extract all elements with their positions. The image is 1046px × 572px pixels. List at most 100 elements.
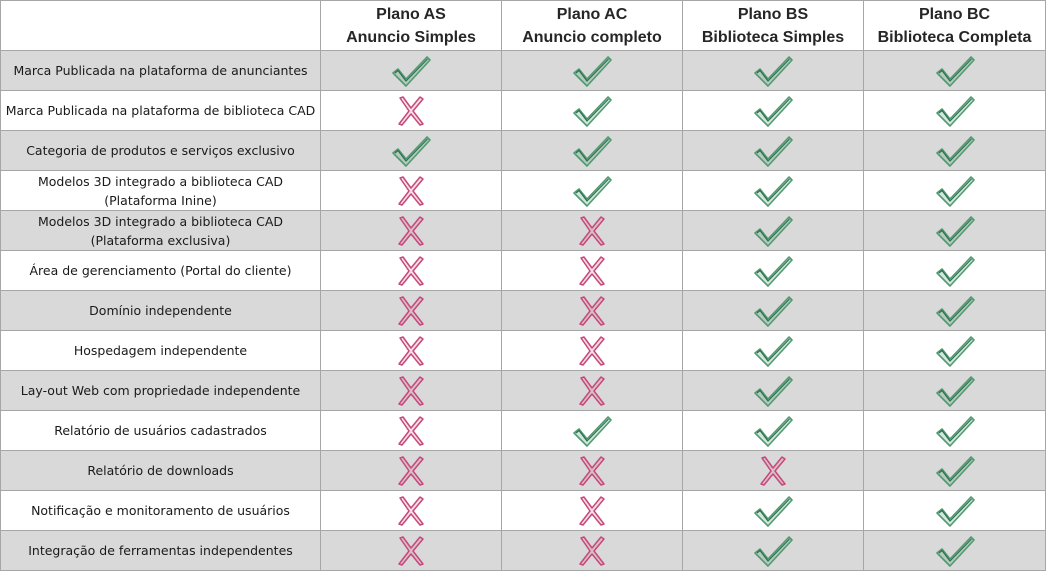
- check-icon: [571, 134, 613, 168]
- table-row: Categoria de produtos e serviços exclusi…: [0, 130, 1046, 171]
- plan-cell: [320, 450, 502, 491]
- plan-cell: [320, 50, 502, 91]
- check-icon: [752, 54, 794, 88]
- cross-icon: [390, 214, 432, 248]
- feature-label: Domínio independente: [89, 303, 232, 318]
- feature-cell: Lay-out Web com propriedade independente: [0, 370, 321, 411]
- header-corner-cell: [0, 0, 321, 51]
- check-icon: [934, 174, 976, 208]
- check-icon: [752, 94, 794, 128]
- plan-cell: [682, 50, 864, 91]
- plan-subtitle: Biblioteca Completa: [877, 28, 1032, 46]
- cross-icon: [571, 534, 613, 568]
- feature-cell: Relatório de usuários cadastrados: [0, 410, 321, 451]
- plan-cell: [682, 530, 864, 571]
- cross-icon: [571, 254, 613, 288]
- plan-cell: [501, 50, 683, 91]
- plan-cell: [682, 90, 864, 131]
- feature-cell: Modelos 3D integrado a biblioteca CAD (Pl…: [0, 210, 321, 251]
- plan-cell: [320, 130, 502, 171]
- check-icon: [752, 134, 794, 168]
- feature-label: Categoria de produtos e serviços exclusi…: [26, 143, 295, 158]
- plan-cell: [863, 90, 1046, 131]
- check-icon: [752, 534, 794, 568]
- plan-cell: [501, 370, 683, 411]
- check-icon: [752, 334, 794, 368]
- table-row: Hospedagem independente: [0, 330, 1046, 371]
- plan-cell: [682, 490, 864, 531]
- cross-icon: [571, 374, 613, 408]
- plan-cell: [863, 210, 1046, 251]
- feature-cell: Categoria de produtos e serviços exclusi…: [0, 130, 321, 171]
- check-icon: [752, 214, 794, 248]
- plan-name: Plano AC: [556, 5, 628, 23]
- check-icon: [752, 254, 794, 288]
- plan-subtitle: Biblioteca Simples: [701, 28, 845, 46]
- feature-label: Marca Publicada na plataforma de anuncia…: [13, 63, 308, 78]
- table-row: Marca Publicada na plataforma de bibliot…: [0, 90, 1046, 131]
- table-row: Relatório de downloads: [0, 450, 1046, 491]
- cross-icon: [390, 454, 432, 488]
- cross-icon: [390, 534, 432, 568]
- feature-cell: Integração de ferramentas independentes: [0, 530, 321, 571]
- feature-label: Modelos 3D integrado a biblioteca CAD: [37, 213, 284, 229]
- feature-cell: Relatório de downloads: [0, 450, 321, 491]
- check-icon: [752, 494, 794, 528]
- cross-icon: [390, 334, 432, 368]
- plan-header-ac: Plano AC Anuncio completo: [501, 0, 683, 51]
- plan-cell: [501, 170, 683, 211]
- table-row: Notificação e monitoramento de usuários: [0, 490, 1046, 531]
- plan-cell: [863, 370, 1046, 411]
- plan-cell: [320, 210, 502, 251]
- cross-icon: [390, 374, 432, 408]
- plan-cell: [682, 250, 864, 291]
- plan-cell: [863, 530, 1046, 571]
- plan-cell: [501, 410, 683, 451]
- plan-name: Plano BC: [918, 5, 991, 23]
- check-icon: [934, 334, 976, 368]
- cross-icon: [390, 94, 432, 128]
- cross-icon: [390, 174, 432, 208]
- plan-cell: [863, 250, 1046, 291]
- plan-cell: [501, 130, 683, 171]
- plan-cell: [863, 490, 1046, 531]
- plan-cell: [682, 130, 864, 171]
- plan-header-bs: Plano BS Biblioteca Simples: [682, 0, 864, 51]
- check-icon: [571, 174, 613, 208]
- feature-label: Integração de ferramentas independentes: [28, 543, 293, 558]
- feature-label: Relatório de downloads: [87, 463, 234, 478]
- plan-name: Plano BS: [737, 5, 809, 23]
- plan-cell: [320, 330, 502, 371]
- feature-label: Marca Publicada na plataforma de bibliot…: [5, 103, 316, 118]
- check-icon: [571, 94, 613, 128]
- plan-cell: [682, 170, 864, 211]
- table-row: Área de gerenciamento (Portal do cliente…: [0, 250, 1046, 291]
- plan-cell: [501, 450, 683, 491]
- check-icon: [571, 414, 613, 448]
- check-icon: [390, 134, 432, 168]
- feature-cell: Marca Publicada na plataforma de anuncia…: [0, 50, 321, 91]
- check-icon: [752, 414, 794, 448]
- check-icon: [934, 414, 976, 448]
- feature-label: Lay-out Web com propriedade independente: [20, 383, 301, 398]
- cross-icon: [390, 414, 432, 448]
- cross-icon: [571, 214, 613, 248]
- plan-cell: [682, 290, 864, 331]
- feature-cell: Notificação e monitoramento de usuários: [0, 490, 321, 531]
- cross-icon: [571, 294, 613, 328]
- plan-cell: [320, 170, 502, 211]
- table-row: Lay-out Web com propriedade independente: [0, 370, 1046, 411]
- plan-header-as: Plano AS Anuncio Simples: [320, 0, 502, 51]
- table-row: Modelos 3D integrado a biblioteca CAD (Pl…: [0, 170, 1046, 211]
- feature-label: (Plataforma Inine): [104, 192, 217, 208]
- feature-label: Modelos 3D integrado a biblioteca CAD: [37, 173, 284, 189]
- check-icon: [752, 374, 794, 408]
- check-icon: [934, 294, 976, 328]
- plan-cell: [682, 210, 864, 251]
- plan-cell: [320, 490, 502, 531]
- check-icon: [934, 454, 976, 488]
- feature-cell: Marca Publicada na plataforma de bibliot…: [0, 90, 321, 131]
- check-icon: [934, 54, 976, 88]
- plan-cell: [501, 290, 683, 331]
